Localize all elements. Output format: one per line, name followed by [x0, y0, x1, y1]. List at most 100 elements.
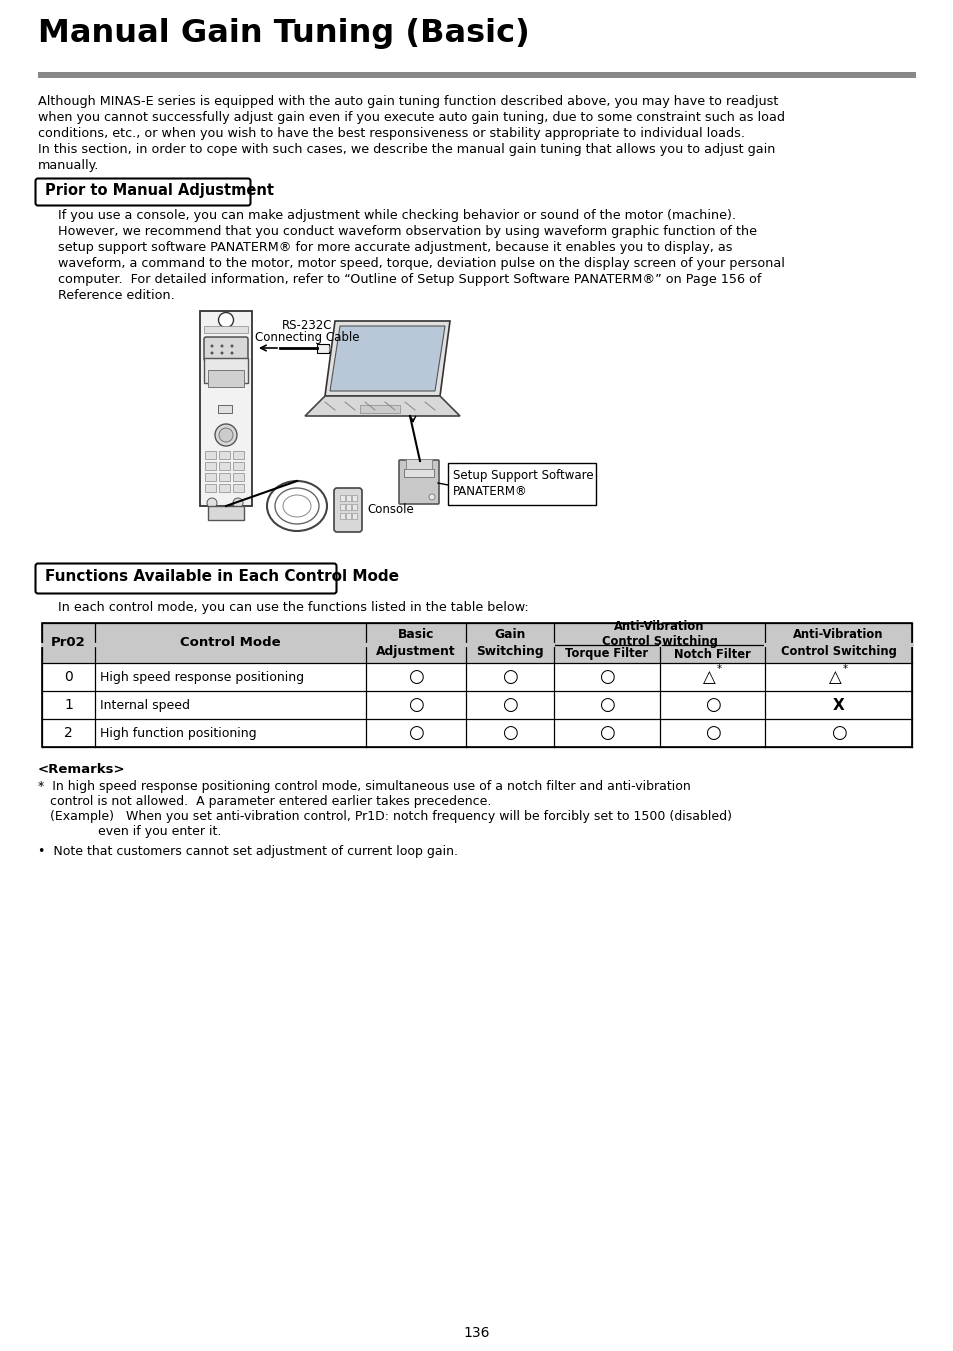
Circle shape — [220, 351, 223, 354]
Bar — [208, 370, 244, 386]
Bar — [329, 346, 333, 351]
Text: 0: 0 — [64, 670, 72, 684]
Bar — [219, 462, 230, 470]
Text: manually.: manually. — [38, 159, 99, 172]
Text: ○: ○ — [408, 724, 423, 742]
Circle shape — [211, 345, 213, 347]
Text: conditions, etc., or when you wish to have the best responsiveness or stability : conditions, etc., or when you wish to ha… — [38, 127, 744, 141]
Text: Control Mode: Control Mode — [180, 636, 280, 650]
Text: Anti-Vibration
Control Switching: Anti-Vibration Control Switching — [780, 628, 896, 658]
Bar — [205, 484, 215, 492]
Text: △: △ — [828, 667, 841, 686]
Text: PANATERM®: PANATERM® — [453, 485, 527, 499]
Text: Connecting Cable: Connecting Cable — [254, 331, 359, 345]
Bar — [233, 451, 244, 459]
Text: High speed response positioning: High speed response positioning — [100, 670, 304, 684]
Bar — [339, 513, 345, 519]
Text: X: X — [832, 697, 843, 712]
Circle shape — [211, 351, 213, 354]
Bar — [448, 463, 596, 505]
Text: Although MINAS-E series is equipped with the auto gain tuning function described: Although MINAS-E series is equipped with… — [38, 95, 778, 108]
Bar — [339, 494, 345, 501]
Text: In each control mode, you can use the functions listed in the table below:: In each control mode, you can use the fu… — [58, 601, 528, 613]
Bar — [42, 623, 911, 663]
Text: △: △ — [702, 667, 715, 686]
Text: Notch Filter: Notch Filter — [674, 647, 750, 661]
Bar — [200, 311, 252, 507]
Bar — [359, 405, 399, 413]
Bar — [233, 473, 244, 481]
Bar — [352, 494, 356, 501]
Text: *: * — [716, 663, 721, 674]
Text: Prior to Manual Adjustment: Prior to Manual Adjustment — [45, 182, 274, 199]
Text: control is not allowed.  A parameter entered earlier takes precedence.: control is not allowed. A parameter ente… — [38, 794, 491, 808]
Circle shape — [220, 345, 223, 347]
Bar — [205, 451, 215, 459]
Bar — [218, 405, 232, 413]
Text: ○: ○ — [598, 667, 614, 686]
Text: Internal speed: Internal speed — [100, 698, 190, 712]
FancyBboxPatch shape — [35, 178, 251, 205]
Text: If you use a console, you can make adjustment while checking behavior or sound o: If you use a console, you can make adjus… — [58, 209, 735, 222]
Text: Reference edition.: Reference edition. — [58, 289, 174, 303]
Circle shape — [231, 345, 233, 347]
Text: Functions Available in Each Control Mode: Functions Available in Each Control Mode — [45, 569, 398, 584]
Text: High function positioning: High function positioning — [100, 727, 256, 739]
Bar — [42, 623, 911, 747]
Polygon shape — [330, 326, 444, 390]
Text: <Remarks>: <Remarks> — [38, 763, 126, 775]
Circle shape — [231, 351, 233, 354]
FancyBboxPatch shape — [398, 459, 438, 504]
Text: ○: ○ — [598, 696, 614, 713]
Text: (Example)   When you set anti-vibration control, Pr1D: notch frequency will be f: (Example) When you set anti-vibration co… — [38, 811, 731, 823]
Text: ○: ○ — [704, 696, 720, 713]
Circle shape — [207, 499, 216, 508]
Text: when you cannot successfully adjust gain even if you execute auto gain tuning, d: when you cannot successfully adjust gain… — [38, 111, 784, 124]
Bar — [316, 345, 329, 353]
Text: 2: 2 — [64, 725, 72, 740]
Text: ○: ○ — [830, 724, 845, 742]
FancyBboxPatch shape — [35, 563, 336, 593]
Bar — [204, 326, 248, 332]
Bar — [208, 507, 244, 520]
Bar — [352, 513, 356, 519]
Text: setup support software PANATERM® for more accurate adjustment, because it enable: setup support software PANATERM® for mor… — [58, 240, 732, 254]
Circle shape — [218, 312, 233, 327]
Text: In this section, in order to cope with such cases, we describe the manual gain t: In this section, in order to cope with s… — [38, 143, 775, 155]
Bar — [233, 484, 244, 492]
Text: *: * — [842, 663, 847, 674]
Circle shape — [233, 499, 243, 508]
Text: computer.  For detailed information, refer to “Outline of Setup Support Software: computer. For detailed information, refe… — [58, 273, 760, 286]
Bar — [346, 513, 351, 519]
Text: waveform, a command to the motor, motor speed, torque, deviation pulse on the di: waveform, a command to the motor, motor … — [58, 257, 784, 270]
Polygon shape — [305, 396, 459, 416]
Bar — [346, 504, 351, 509]
Text: ○: ○ — [408, 696, 423, 713]
Bar — [403, 469, 434, 477]
Text: even if you enter it.: even if you enter it. — [38, 825, 221, 838]
FancyBboxPatch shape — [204, 336, 248, 361]
Text: Pr02: Pr02 — [51, 636, 86, 650]
Text: Basic
Adjustment: Basic Adjustment — [375, 628, 456, 658]
Bar — [205, 462, 215, 470]
Text: *  In high speed response positioning control mode, simultaneous use of a notch : * In high speed response positioning con… — [38, 780, 690, 793]
Text: ○: ○ — [501, 667, 517, 686]
Bar — [346, 494, 351, 501]
Bar — [38, 72, 915, 78]
Bar — [204, 358, 248, 382]
Bar — [352, 504, 356, 509]
Bar — [219, 473, 230, 481]
Text: ○: ○ — [598, 724, 614, 742]
Text: 1: 1 — [64, 698, 72, 712]
Text: ○: ○ — [501, 696, 517, 713]
Text: Console: Console — [367, 503, 414, 516]
Text: ○: ○ — [408, 667, 423, 686]
Text: However, we recommend that you conduct waveform observation by using waveform gr: However, we recommend that you conduct w… — [58, 226, 757, 238]
Text: •  Note that customers cannot set adjustment of current loop gain.: • Note that customers cannot set adjustm… — [38, 844, 457, 858]
Text: ○: ○ — [704, 724, 720, 742]
FancyBboxPatch shape — [334, 488, 361, 532]
Text: Setup Support Software: Setup Support Software — [453, 469, 593, 482]
Text: RS-232C: RS-232C — [281, 319, 332, 332]
Bar — [339, 504, 345, 509]
Circle shape — [429, 494, 435, 500]
